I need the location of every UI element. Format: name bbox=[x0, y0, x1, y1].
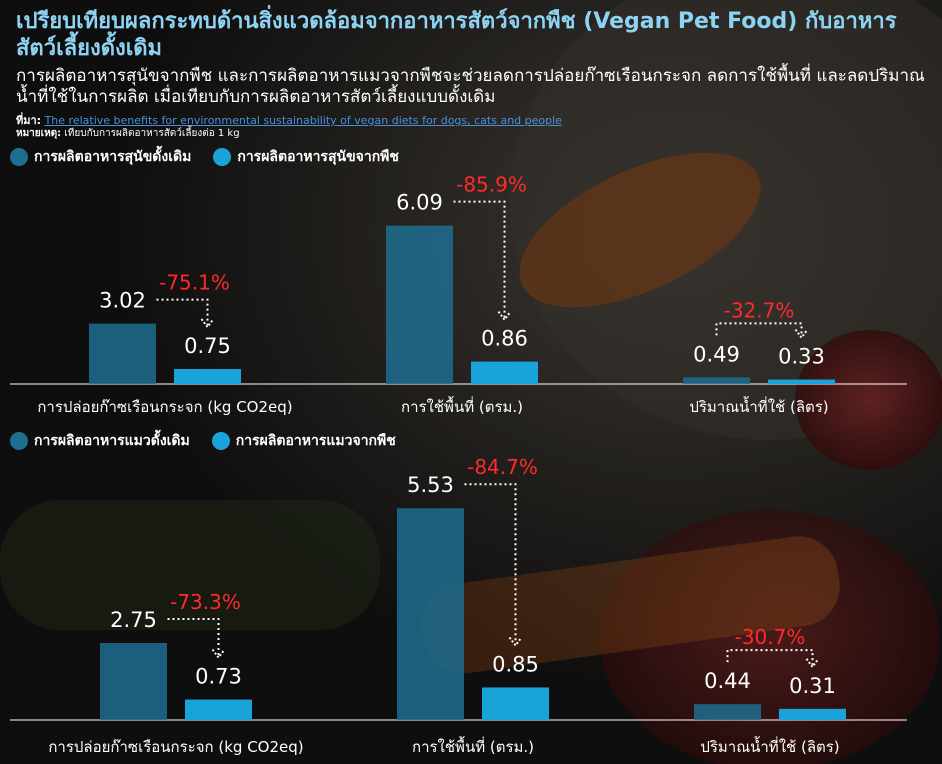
legend-swatch-plant bbox=[211, 432, 230, 450]
category-label: การใช้พื้นที่ (ตรม.) bbox=[401, 396, 523, 416]
data-label: 6.09 bbox=[396, 191, 443, 215]
page-title: เปรียบเทียบผลกระทบด้านสิ่งแวดล้อมจากอาหา… bbox=[16, 9, 897, 61]
bar-plant bbox=[779, 708, 846, 720]
source-line: ที่มา: The relative benefits for environ… bbox=[16, 111, 562, 129]
data-label: 0.49 bbox=[693, 342, 740, 366]
data-label: 0.31 bbox=[789, 674, 836, 698]
change-arrowhead bbox=[200, 318, 215, 329]
bar-traditional bbox=[683, 377, 750, 384]
note-text: เทียบกับการผลิตอาหารสัตว์เลี้ยงต่อ 1 kg bbox=[64, 128, 240, 139]
legend-swatch-traditional bbox=[10, 148, 28, 166]
change-percent-label: -32.7% bbox=[724, 298, 795, 322]
bar-traditional bbox=[386, 225, 453, 384]
chart-dog: 3.02 0.75 -75.1% การปล่อยก๊าซเรือนกระจก (kg… bbox=[10, 173, 907, 416]
category-label: การใช้พื้นที่ (ตรม.) bbox=[412, 736, 534, 756]
bar-plant bbox=[768, 379, 835, 384]
change-connector bbox=[156, 298, 209, 325]
change-arrowhead bbox=[508, 636, 523, 648]
data-label: 0.85 bbox=[492, 652, 539, 676]
legend-swatch-plant bbox=[213, 148, 232, 166]
legend-item-plant: การผลิตอาหารสุนัขจากพืช bbox=[213, 146, 399, 168]
legend-cat: การผลิตอาหารแมวดั้งเดิม การผลิตอาหารแมวจ… bbox=[10, 430, 410, 452]
data-label: 0.75 bbox=[184, 334, 231, 358]
category-label: ปริมาณน้ำที่ใช้ (ลิตร) bbox=[689, 396, 828, 416]
legend-dog: การผลิตอาหารสุนัขดั้งเดิม การผลิตอาหารสุ… bbox=[10, 146, 413, 168]
change-percent-label: -84.7% bbox=[467, 455, 538, 479]
data-label: 2.75 bbox=[110, 608, 157, 632]
legend-swatch-traditional bbox=[10, 432, 28, 450]
data-label: 0.86 bbox=[481, 327, 528, 351]
data-label: 0.73 bbox=[195, 665, 242, 689]
legend-label: การผลิตอาหารสุนัขจากพืช bbox=[237, 149, 399, 165]
change-percent-label: -75.1% bbox=[159, 271, 230, 295]
bar-traditional bbox=[89, 323, 156, 384]
chart-cat: 2.75 0.73 -73.3% การปล่อยก๊าซเรือนกระจก (kg… bbox=[10, 455, 907, 756]
data-label: 5.53 bbox=[407, 473, 454, 497]
change-connector bbox=[453, 200, 506, 318]
category-label: การปล่อยก๊าซเรือนกระจก (kg CO2eq) bbox=[37, 398, 292, 416]
change-connector bbox=[726, 649, 814, 665]
note-label: หมายเหตุ: bbox=[16, 128, 62, 139]
legend-label: การผลิตอาหารสุนัขดั้งเดิม bbox=[34, 149, 192, 165]
bar-plant bbox=[471, 361, 538, 384]
change-percent-label: -73.3% bbox=[170, 590, 241, 614]
legend-item-traditional: การผลิตอาหารสุนัขดั้งเดิม bbox=[10, 146, 191, 168]
change-connector bbox=[715, 322, 803, 336]
data-label: 0.33 bbox=[778, 345, 825, 369]
bar-plant bbox=[482, 687, 549, 720]
change-arrowhead bbox=[497, 311, 512, 322]
change-connector bbox=[464, 483, 517, 644]
bar-traditional bbox=[100, 643, 167, 720]
bar-traditional bbox=[694, 704, 761, 720]
legend-label: การผลิตอาหารแมวจากพืช bbox=[235, 433, 396, 449]
bar-traditional bbox=[397, 508, 464, 720]
note-line: หมายเหตุ: เทียบกับการผลิตอาหารสัตว์เลี้ย… bbox=[16, 126, 240, 141]
source-link[interactable]: The relative benefits for environmental … bbox=[44, 114, 562, 127]
bar-plant bbox=[174, 369, 241, 384]
change-arrowhead bbox=[794, 328, 809, 340]
legend-item-plant: การผลิตอาหารแมวจากพืช bbox=[211, 430, 396, 452]
page-subtitle: การผลิตอาหารสุนัขจากพืช และการผลิตอาหารแ… bbox=[16, 66, 925, 107]
change-arrowhead bbox=[211, 648, 226, 660]
bar-plant bbox=[185, 699, 252, 720]
change-percent-label: -85.9% bbox=[456, 173, 527, 197]
change-connector bbox=[167, 618, 220, 656]
data-label: 0.44 bbox=[704, 669, 751, 693]
source-label: ที่มา: bbox=[16, 114, 42, 127]
category-label: ปริมาณน้ำที่ใช้ (ลิตร) bbox=[700, 736, 839, 756]
change-percent-label: -30.7% bbox=[735, 625, 806, 649]
data-label: 3.02 bbox=[99, 289, 146, 313]
legend-label: การผลิตอาหารแมวดั้งเดิม bbox=[34, 433, 190, 449]
category-label: การปล่อยก๊าซเรือนกระจก (kg CO2eq) bbox=[48, 738, 303, 756]
legend-item-traditional: การผลิตอาหารแมวดั้งเดิม bbox=[10, 430, 190, 452]
